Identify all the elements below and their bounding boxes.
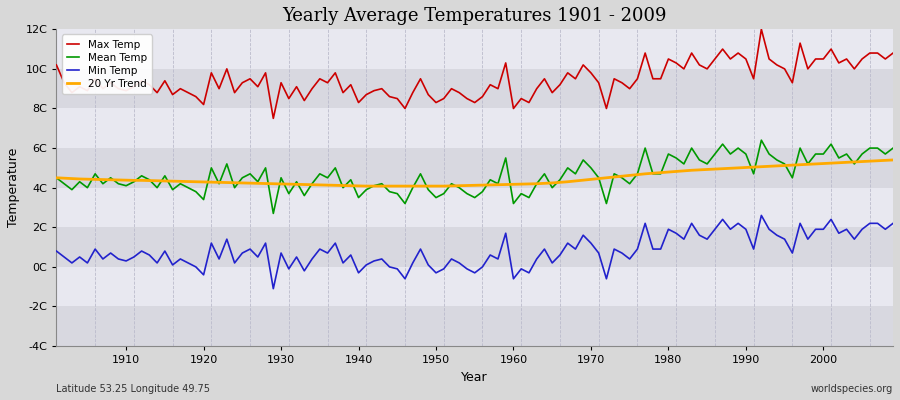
Max Temp	[608, 76, 619, 81]
Text: Latitude 53.25 Longitude 49.75: Latitude 53.25 Longitude 49.75	[57, 384, 211, 394]
20 Yr Trend	[51, 175, 62, 180]
20 Yr Trend	[508, 182, 519, 187]
Mean Temp	[51, 175, 62, 180]
Bar	[57, 29, 893, 69]
Mean Temp	[887, 146, 898, 150]
Min Temp	[338, 260, 348, 265]
Line: Max Temp: Max Temp	[57, 29, 893, 118]
Min Temp	[268, 286, 279, 291]
Mean Temp	[508, 201, 519, 206]
Mean Temp	[113, 181, 124, 186]
Min Temp	[887, 221, 898, 226]
Max Temp	[756, 27, 767, 32]
Max Temp	[887, 51, 898, 56]
X-axis label: Year: Year	[462, 371, 488, 384]
Mean Temp	[292, 179, 302, 184]
Y-axis label: Temperature: Temperature	[7, 148, 20, 227]
20 Yr Trend	[113, 178, 124, 182]
Max Temp	[338, 90, 348, 95]
Line: 20 Yr Trend: 20 Yr Trend	[57, 160, 893, 186]
Max Temp	[268, 116, 279, 121]
Bar	[57, 69, 893, 108]
20 Yr Trend	[330, 183, 341, 188]
Bar	[57, 148, 893, 188]
Min Temp	[51, 249, 62, 254]
Min Temp	[608, 247, 619, 252]
Legend: Max Temp, Mean Temp, Min Temp, 20 Yr Trend: Max Temp, Mean Temp, Min Temp, 20 Yr Tre…	[61, 34, 152, 94]
20 Yr Trend	[361, 184, 372, 188]
Line: Min Temp: Min Temp	[57, 216, 893, 289]
20 Yr Trend	[284, 182, 294, 186]
Max Temp	[508, 106, 519, 111]
Min Temp	[508, 276, 519, 281]
Line: Mean Temp: Mean Temp	[57, 140, 893, 214]
Mean Temp	[756, 138, 767, 142]
20 Yr Trend	[516, 182, 526, 186]
Min Temp	[113, 256, 124, 261]
Mean Temp	[268, 211, 279, 216]
Max Temp	[113, 86, 124, 91]
Max Temp	[292, 84, 302, 89]
Bar	[57, 227, 893, 267]
20 Yr Trend	[887, 158, 898, 162]
Max Temp	[516, 96, 526, 101]
Min Temp	[756, 213, 767, 218]
Max Temp	[51, 62, 62, 67]
Bar	[57, 108, 893, 148]
Mean Temp	[608, 172, 619, 176]
Min Temp	[292, 254, 302, 259]
Title: Yearly Average Temperatures 1901 - 2009: Yearly Average Temperatures 1901 - 2009	[283, 7, 667, 25]
Mean Temp	[338, 185, 348, 190]
Bar	[57, 306, 893, 346]
Bar	[57, 267, 893, 306]
Min Temp	[516, 266, 526, 271]
Text: worldspecies.org: worldspecies.org	[811, 384, 893, 394]
Mean Temp	[516, 191, 526, 196]
20 Yr Trend	[608, 174, 619, 179]
Bar	[57, 188, 893, 227]
